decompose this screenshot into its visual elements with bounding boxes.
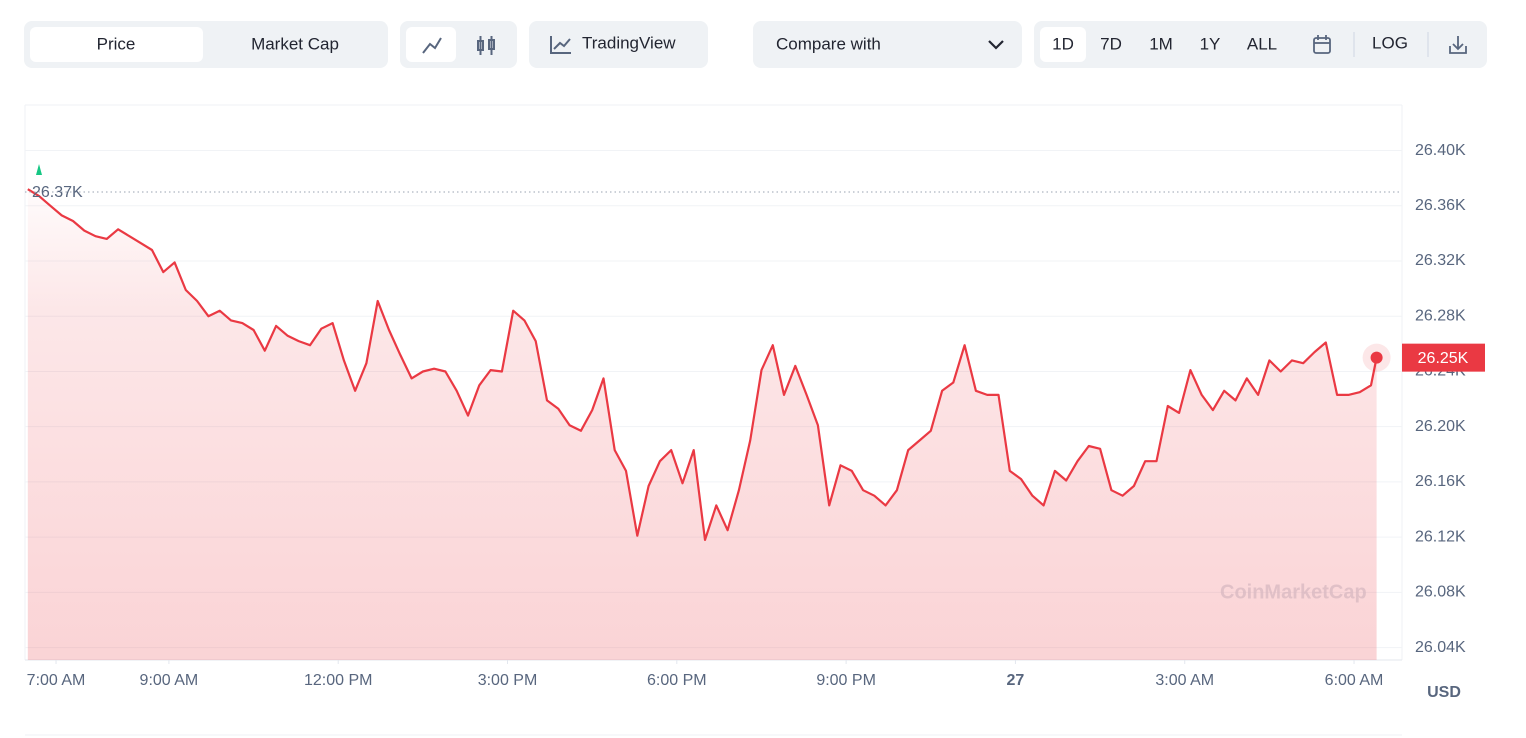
high-label: 26.37K — [32, 184, 83, 201]
y-tick-label: 26.16K — [1415, 473, 1466, 490]
x-tick-label: 9:00 PM — [816, 672, 876, 689]
x-tick-label: 6:00 AM — [1325, 672, 1384, 689]
tab-active[interactable] — [30, 27, 203, 62]
candle-icon[interactable] — [477, 36, 495, 55]
x-tick-label: 9:00 AM — [140, 672, 199, 689]
y-tick-label: 26.28K — [1415, 307, 1466, 324]
y-tick-label: 26.40K — [1415, 142, 1466, 159]
y-tick-label: 26.12K — [1415, 528, 1466, 545]
price-line — [27, 188, 1378, 541]
compare-select[interactable] — [753, 21, 1022, 68]
x-tick-label: 12:00 PM — [304, 672, 372, 689]
log-button[interactable]: LOG — [1372, 33, 1408, 52]
y-tick-label: 26.36K — [1415, 197, 1466, 214]
x-tick-label: 7:00 AM — [27, 672, 86, 689]
tradingview-label[interactable]: TradingView — [582, 33, 676, 52]
high-marker — [36, 164, 42, 175]
calendar-icon[interactable] — [1313, 35, 1331, 54]
x-tick-label: 6:00 PM — [647, 672, 707, 689]
range-1d[interactable]: 1D — [1052, 34, 1074, 53]
line-icon — [422, 37, 442, 54]
tradingview-button[interactable] — [529, 21, 708, 68]
currency-label: USD — [1427, 684, 1461, 701]
y-tick-label: 26.08K — [1415, 584, 1466, 601]
y-tick-label: 26.20K — [1415, 418, 1466, 435]
y-tick-label: 26.04K — [1415, 639, 1466, 656]
tv-icon-line — [553, 38, 571, 50]
range-7d[interactable]: 7D — [1100, 34, 1122, 53]
y-tick-label: 26.32K — [1415, 252, 1466, 269]
tv-icon — [550, 36, 571, 54]
range-all[interactable]: ALL — [1247, 34, 1277, 53]
x-tick-label: 3:00 AM — [1155, 672, 1214, 689]
last-point — [1370, 351, 1383, 364]
range-active[interactable] — [1040, 27, 1086, 62]
plot: 26.04K26.08K26.12K26.16K26.20K26.24K26.2… — [25, 142, 1485, 689]
price-area — [27, 189, 1377, 660]
download-icon[interactable] — [1449, 36, 1467, 54]
tab-price[interactable]: Price — [97, 34, 136, 53]
range-1y[interactable]: 1Y — [1200, 34, 1221, 53]
range-group — [1034, 21, 1487, 68]
x-tick-label: 27 — [1007, 672, 1025, 689]
chevron — [988, 40, 1004, 50]
x-tick-label: 3:00 PM — [478, 672, 538, 689]
range-1m[interactable]: 1M — [1149, 34, 1173, 53]
compare-label[interactable]: Compare with — [776, 34, 881, 53]
tab-market-cap[interactable]: Market Cap — [251, 34, 339, 53]
last-label: 26.25K — [1418, 350, 1469, 367]
last-badge — [1402, 343, 1485, 372]
